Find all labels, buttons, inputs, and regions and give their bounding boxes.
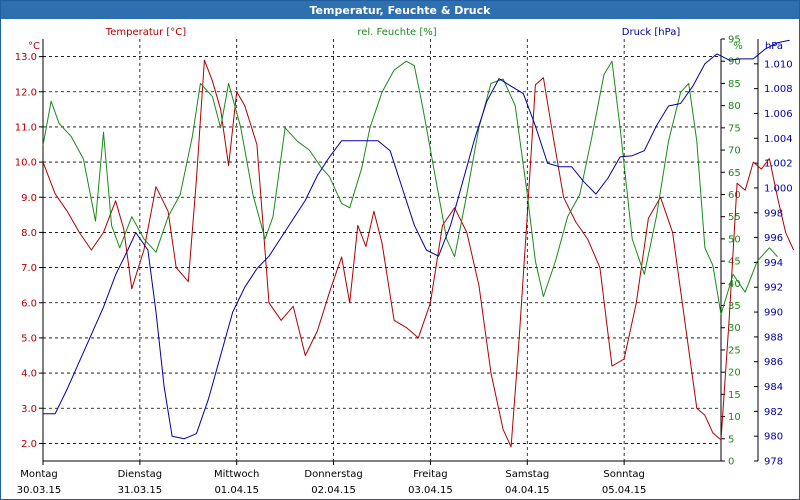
series bbox=[42, 39, 795, 448]
pressure-tick-label: 1.010 bbox=[764, 59, 793, 70]
grid bbox=[43, 39, 721, 461]
x-tick-date: 03.04.15 bbox=[408, 485, 453, 496]
humidity-tick-label: 20 bbox=[728, 368, 741, 379]
humidity-tick-label: 15 bbox=[728, 390, 741, 401]
humidity-tick-label: 55 bbox=[728, 212, 741, 223]
humidity-tick-label: 30 bbox=[728, 323, 741, 334]
x-tick-day: Samstag bbox=[505, 469, 549, 480]
temperature-tick-label: 2.0 bbox=[21, 439, 37, 450]
pressure-tick-label: 980 bbox=[764, 432, 783, 443]
temperature-axis-label: Temperatur [°C] bbox=[105, 27, 186, 38]
pressure-tick-label: 982 bbox=[764, 407, 783, 418]
temperature-tick-label: 4.0 bbox=[21, 369, 37, 380]
humidity-tick-label: 0 bbox=[728, 457, 734, 468]
x-tick-date: 02.04.15 bbox=[311, 485, 356, 496]
pressure-tick-label: 1.006 bbox=[764, 109, 793, 120]
humidity-tick-label: 35 bbox=[728, 301, 741, 312]
x-tick-date: 01.04.15 bbox=[214, 485, 259, 496]
humidity-tick-label: 65 bbox=[728, 168, 741, 179]
humidity-tick-label: 85 bbox=[728, 79, 741, 90]
x-tick-day: Dienstag bbox=[118, 469, 163, 480]
humidity-tick-label: 25 bbox=[728, 345, 741, 356]
x-tick-date: 05.04.15 bbox=[602, 485, 647, 496]
humidity-axis-label: rel. Feuchte [%] bbox=[357, 27, 436, 38]
humidity-tick-label: 5 bbox=[728, 434, 734, 445]
temperature-tick-label: 12.0 bbox=[15, 87, 37, 98]
humidity-tick-label: 45 bbox=[728, 257, 741, 268]
temperature-tick-label: 10.0 bbox=[15, 158, 37, 169]
temperature-tick-label: 9.0 bbox=[21, 193, 37, 204]
humidity-tick-label: 95 bbox=[728, 35, 741, 46]
axes: 2.0 3.0 4.0 5.0 6.0 7.0 8.0 9.0 10.0 11.0 12.0 13.0… bbox=[15, 35, 793, 497]
x-tick-day: Freitag bbox=[413, 469, 447, 480]
humidity-tick-label: 10 bbox=[728, 412, 741, 423]
pressure-tick-label: 978 bbox=[764, 457, 783, 468]
temperature-series-line bbox=[42, 59, 795, 448]
temperature-tick-label: 8.0 bbox=[21, 228, 37, 239]
pressure-series-line bbox=[43, 39, 790, 440]
pressure-axis-label: Druck [hPa] bbox=[622, 27, 681, 38]
pressure-unit: hPa bbox=[765, 41, 783, 52]
pressure-tick-label: 998 bbox=[764, 208, 783, 219]
humidity-tick-label: 90 bbox=[728, 57, 741, 68]
pressure-tick-label: 1.002 bbox=[764, 159, 793, 170]
pressure-tick-label: 984 bbox=[764, 382, 783, 393]
titlebar bbox=[1, 1, 799, 19]
pressure-tick-label: 986 bbox=[764, 357, 783, 368]
humidity-tick-label: 80 bbox=[728, 101, 741, 112]
pressure-tick-label: 996 bbox=[764, 233, 783, 244]
pressure-tick-label: 988 bbox=[764, 332, 783, 343]
x-tick-day: Mittwoch bbox=[214, 469, 259, 480]
temperature-unit: °C bbox=[28, 41, 40, 52]
temperature-tick-label: 13.0 bbox=[15, 52, 37, 63]
temperature-tick-label: 3.0 bbox=[21, 404, 37, 415]
x-tick-day: Montag bbox=[20, 469, 57, 480]
humidity-tick-label: 75 bbox=[728, 123, 741, 134]
pressure-tick-label: 1.004 bbox=[764, 134, 793, 145]
humidity-tick-label: 70 bbox=[728, 146, 741, 157]
temperature-tick-label: 6.0 bbox=[21, 298, 37, 309]
humidity-series-line bbox=[42, 60, 778, 315]
x-tick-date: 31.03.15 bbox=[118, 485, 163, 496]
window-title: Temperatur, Feuchte & Druck bbox=[310, 4, 492, 17]
temperature-tick-label: 11.0 bbox=[15, 122, 37, 133]
pressure-tick-label: 1.008 bbox=[764, 84, 793, 95]
x-tick-date: 30.03.15 bbox=[17, 485, 62, 496]
pressure-tick-label: 994 bbox=[764, 258, 783, 269]
pressure-tick-label: 990 bbox=[764, 308, 783, 319]
x-tick-date: 04.04.15 bbox=[505, 485, 550, 496]
temperature-tick-label: 7.0 bbox=[21, 263, 37, 274]
pressure-tick-label: 1.000 bbox=[764, 183, 793, 194]
temperature-tick-label: 5.0 bbox=[21, 333, 37, 344]
x-tick-day: Sonntag bbox=[603, 469, 645, 480]
humidity-unit: % bbox=[733, 41, 743, 52]
humidity-tick-label: 50 bbox=[728, 234, 741, 245]
pressure-tick-label: 992 bbox=[764, 283, 783, 294]
humidity-tick-label: 60 bbox=[728, 190, 741, 201]
humidity-tick-label: 40 bbox=[728, 279, 741, 290]
x-tick-day: Donnerstag bbox=[304, 469, 362, 480]
